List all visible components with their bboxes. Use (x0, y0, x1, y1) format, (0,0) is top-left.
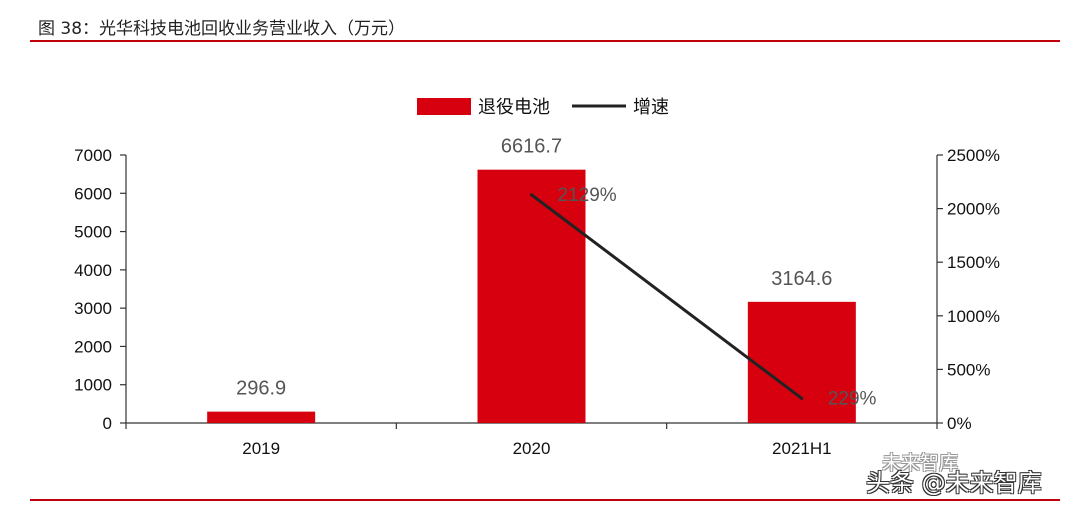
growth-value-label: 2129% (558, 185, 617, 206)
right-tick-label: 500% (947, 360, 990, 379)
x-tick-label: 2021H1 (772, 439, 832, 458)
bar-series: 296.9 6616.7 3164.6 (207, 136, 856, 423)
bar-2021H1 (747, 301, 856, 423)
x-tick-label: 2019 (242, 439, 280, 458)
watermark-logo: 未来智库 (882, 452, 959, 474)
legend-bar-swatch (417, 98, 471, 115)
left-tick-label: 7000 (74, 146, 112, 165)
left-tick-label: 6000 (74, 184, 112, 203)
left-tick-label: 4000 (74, 261, 112, 280)
right-axis: 0% 500% 1000% 1500% 2000% 2500% (936, 146, 1000, 433)
right-tick-label: 2500% (947, 146, 1000, 165)
bar-2020 (477, 169, 586, 423)
left-tick-label: 1000 (74, 376, 112, 395)
right-tick-label: 0% (947, 414, 972, 433)
right-tick-label: 1000% (947, 307, 1000, 326)
legend-label-bars: 退役电池 (478, 97, 550, 118)
growth-point (530, 193, 533, 197)
left-tick-label: 0 (103, 414, 112, 433)
x-axis: 2019 2020 2021H1 (125, 422, 938, 458)
left-tick-label: 5000 (74, 223, 112, 242)
left-axis: 0 1000 2000 3000 4000 5000 6000 7000 (74, 146, 127, 433)
legend: 退役电池 增速 (417, 97, 669, 118)
bar-value-label: 3164.6 (771, 268, 832, 290)
left-tick-label: 3000 (74, 299, 112, 318)
bar-value-label: 296.9 (236, 378, 286, 400)
bottom-rule (30, 499, 1060, 501)
x-tick-label: 2020 (513, 439, 551, 458)
right-tick-label: 1500% (947, 253, 1000, 272)
growth-value-label: 229% (828, 388, 877, 409)
watermark: 头条 @未来智库 (866, 469, 1042, 497)
legend-label-line: 增速 (633, 97, 669, 118)
bar-2019 (207, 411, 316, 423)
growth-line (530, 193, 803, 400)
growth-point (800, 396, 804, 400)
figure-title: 图 38：光华科技电池回收业务营业收入（万元） (38, 19, 406, 39)
bar-value-label: 6616.7 (501, 136, 562, 158)
growth-line-series: 2129% 229% (530, 185, 877, 409)
top-rule (30, 40, 1060, 42)
right-tick-label: 2000% (947, 200, 1000, 219)
left-tick-label: 2000 (74, 337, 112, 356)
